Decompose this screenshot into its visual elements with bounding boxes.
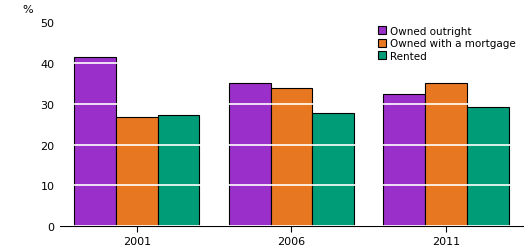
Bar (271, 88, 312, 226)
Bar (158, 115, 199, 226)
Bar (425, 84, 467, 226)
Bar (467, 107, 509, 226)
Bar (74, 58, 116, 226)
Bar (229, 84, 271, 226)
Bar (116, 117, 158, 226)
Bar (312, 113, 354, 226)
Text: %: % (22, 5, 33, 15)
Legend: Owned outright, Owned with a mortgage, Rented: Owned outright, Owned with a mortgage, R… (376, 24, 518, 64)
Bar (384, 94, 425, 226)
